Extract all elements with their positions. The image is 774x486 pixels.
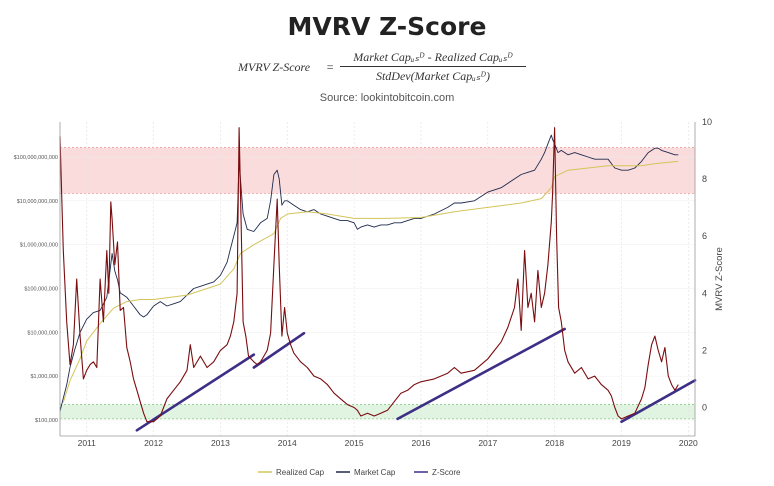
y-right-tick-0: 0 — [702, 402, 707, 412]
y-left-tick: $1,000,000 — [30, 374, 58, 380]
undervalued-band — [60, 404, 695, 419]
realized-cap-line — [62, 160, 679, 403]
trend-line-1 — [135, 353, 256, 432]
trend-layer — [135, 327, 697, 432]
x-tick-2018: 2018 — [545, 438, 564, 448]
y-left-tick: $100,000,000,000 — [14, 155, 58, 161]
trend-line-4 — [620, 379, 697, 424]
x-tick-2017: 2017 — [478, 438, 497, 448]
x-tick-2016: 2016 — [411, 438, 430, 448]
grid-layer — [60, 122, 695, 436]
y-left-tick: $100,000 — [35, 418, 58, 424]
market-cap-line — [59, 134, 679, 412]
y-right-tick-6: 6 — [702, 231, 707, 241]
y-left-tick: $1,000,000,000 — [20, 243, 58, 249]
formula-numerator: Market Capᵤₛᴰ - Realized Capᵤₛᴰ — [353, 50, 513, 64]
y-right-tick-2: 2 — [702, 345, 707, 355]
trend-line-2 — [252, 331, 306, 369]
x-tick-2020: 2020 — [679, 438, 698, 448]
legend-label-realized-cap: Realized Cap — [276, 468, 325, 477]
x-tick-2019: 2019 — [612, 438, 631, 448]
trend-line-3 — [396, 327, 566, 421]
formula-lhs: MVRV Z-Score — [238, 60, 311, 74]
formula-fraction-bar — [340, 66, 526, 67]
x-tick-2014: 2014 — [278, 438, 297, 448]
overvalued-band — [60, 147, 695, 194]
legend: Realized Cap Market Cap Z-Score — [258, 468, 461, 477]
y-right-tick-10: 10 — [702, 117, 712, 127]
y-left-tick: $10,000,000 — [27, 330, 58, 336]
zscore-line — [59, 127, 679, 423]
formula: MVRV Z-Score = Market Capᵤₛᴰ - Realized … — [238, 50, 538, 86]
x-tick-2015: 2015 — [345, 438, 364, 448]
series-layer — [59, 127, 679, 423]
y-left-tick: $100,000,000 — [24, 287, 58, 293]
y-left-tick: $10,000,000,000 — [17, 199, 58, 205]
y-right-tick-4: 4 — [702, 288, 707, 298]
y-right-axis-label: MVRV Z-Score — [714, 247, 725, 311]
x-tick-2012: 2012 — [144, 438, 163, 448]
legend-label-z-score: Z-Score — [432, 468, 461, 477]
formula-equals: = — [326, 60, 335, 74]
formula-denominator: StdDev(Market Capᵤₛᴰ) — [375, 69, 491, 83]
band-layer — [60, 147, 695, 420]
legend-label-market-cap: Market Cap — [354, 468, 396, 477]
chart-source: Source: lookintobitcoin.com — [319, 92, 455, 104]
y-right-tick-8: 8 — [702, 174, 707, 184]
axes-layer: 2011 2012 2013 2014 2015 2016 2017 2018 2019 2020… — [14, 117, 725, 448]
x-tick-2011: 2011 — [78, 438, 97, 448]
x-tick-2013: 2013 — [211, 438, 230, 448]
chart-title: MVRV Z-Score — [287, 12, 487, 41]
